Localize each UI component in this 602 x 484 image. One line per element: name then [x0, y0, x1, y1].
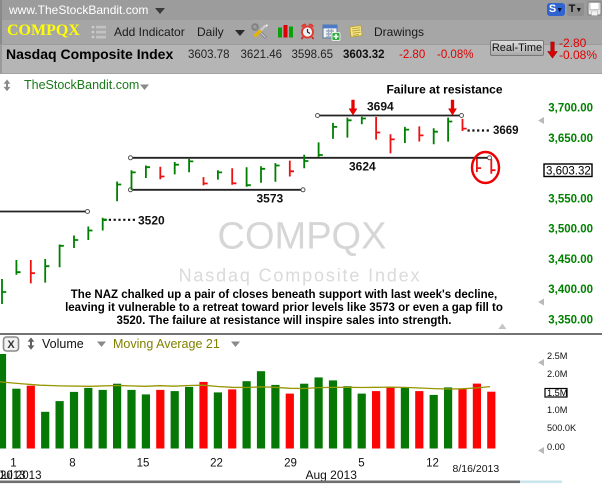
- svg-text:3,603.32: 3,603.32: [546, 166, 591, 178]
- svg-text:3520: 3520: [138, 214, 165, 228]
- svg-text:3,500.00: 3,500.00: [548, 224, 593, 236]
- svg-text:12: 12: [426, 458, 439, 470]
- svg-text:The NAZ chalked up a pair of c: The NAZ chalked up a pair of closes bene…: [71, 289, 497, 301]
- svg-text:Nasdaq Composite Index: Nasdaq Composite Index: [179, 266, 422, 286]
- svg-text:3520. The failure at resistanc: 3520. The failure at resistance will ins…: [117, 315, 452, 327]
- svg-text:2.0M: 2.0M: [547, 369, 567, 379]
- svg-text:2013: 2013: [0, 470, 26, 482]
- svg-text:Aug 2013: Aug 2013: [306, 468, 358, 482]
- svg-text:TheStockBandit.com: TheStockBandit.com: [24, 78, 139, 92]
- svg-text:Volume: Volume: [42, 337, 84, 351]
- svg-text:3573: 3573: [257, 192, 284, 206]
- svg-text:15: 15: [137, 458, 150, 470]
- svg-text:3,400.00: 3,400.00: [548, 284, 593, 296]
- svg-text:3694: 3694: [367, 100, 394, 114]
- svg-text:Moving Average 21: Moving Average 21: [113, 337, 220, 351]
- svg-text:8: 8: [69, 458, 75, 470]
- svg-text:leaving it vulnerable to a ret: leaving it vulnerable to a retreat towar…: [65, 302, 503, 314]
- svg-text:3,550.00: 3,550.00: [548, 194, 593, 206]
- svg-text:X: X: [7, 339, 15, 351]
- svg-text:3,700.00: 3,700.00: [548, 103, 593, 115]
- svg-text:3624: 3624: [349, 160, 376, 174]
- svg-text:1.5M: 1.5M: [547, 388, 567, 398]
- svg-text:22: 22: [210, 458, 223, 470]
- svg-text:1: 1: [10, 458, 16, 470]
- svg-text:3669: 3669: [493, 125, 519, 137]
- svg-text:COMPQX: COMPQX: [218, 216, 387, 258]
- svg-text:3,650.00: 3,650.00: [548, 133, 593, 145]
- svg-text:1.0M: 1.0M: [547, 405, 567, 415]
- svg-text:500.0K: 500.0K: [547, 423, 577, 433]
- svg-text:Jul 2013: Jul 2013: [0, 470, 41, 482]
- svg-text:3,350.00: 3,350.00: [548, 314, 593, 326]
- svg-text:5: 5: [358, 458, 364, 470]
- svg-text:8/16/2013: 8/16/2013: [453, 463, 500, 475]
- svg-text:3,450.00: 3,450.00: [548, 254, 593, 266]
- svg-text:Failure at resistance: Failure at resistance: [386, 83, 502, 97]
- svg-text:0.00: 0.00: [547, 442, 565, 452]
- svg-text:29: 29: [284, 458, 297, 470]
- svg-text:2.5M: 2.5M: [547, 351, 567, 361]
